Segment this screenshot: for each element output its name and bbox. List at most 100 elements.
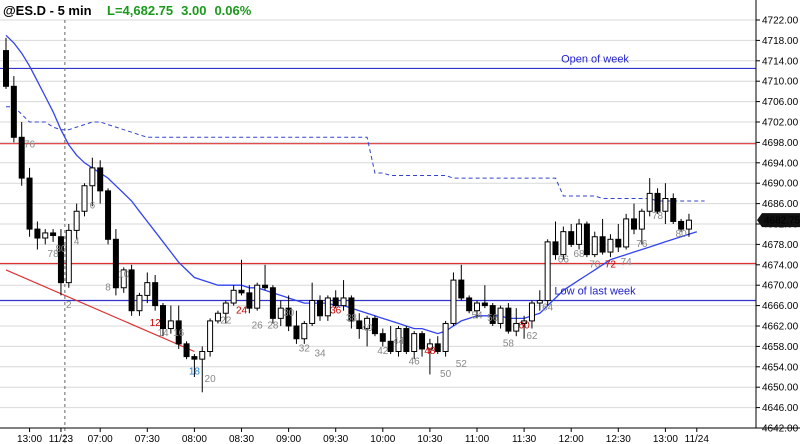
candle bbox=[269, 285, 276, 324]
candle-body-up bbox=[521, 320, 528, 324]
candle-body-down bbox=[112, 238, 119, 289]
candle-body-up bbox=[65, 229, 72, 284]
candle-body-down bbox=[105, 190, 112, 240]
candle bbox=[631, 203, 637, 235]
candle-body-up bbox=[411, 333, 418, 352]
candle bbox=[191, 354, 198, 377]
candle-body-up bbox=[560, 231, 567, 256]
candle bbox=[615, 224, 622, 253]
candle bbox=[379, 328, 386, 347]
price-axis: 4642.00 4646.00 4650.00 4654.00 4658.00 4662.… bbox=[755, 0, 799, 435]
candle bbox=[285, 295, 292, 332]
candle-body-up bbox=[214, 312, 221, 322]
x-tick-label: 11/24 bbox=[685, 434, 710, 444]
candle-body-down bbox=[191, 356, 198, 360]
candle-body-down bbox=[97, 167, 104, 192]
candle-body-up bbox=[230, 289, 237, 304]
candle-body-up bbox=[591, 236, 598, 256]
bar-label: 44 bbox=[393, 336, 405, 347]
candle-body-up bbox=[207, 320, 214, 352]
candle bbox=[97, 160, 104, 204]
candle bbox=[81, 183, 88, 217]
candle-body-down bbox=[615, 238, 622, 248]
candle-body-up bbox=[81, 185, 88, 212]
candle-body-down bbox=[654, 192, 661, 212]
bar-label: 66 bbox=[558, 254, 570, 265]
candle bbox=[340, 280, 347, 311]
candle-body-down bbox=[285, 307, 292, 327]
candle-body-up bbox=[662, 198, 669, 212]
candle bbox=[128, 264, 135, 316]
y-tick-label: 4714.00 bbox=[762, 56, 799, 67]
candle-body-down bbox=[175, 320, 182, 345]
candle-body-down bbox=[678, 220, 685, 230]
candle-body-down bbox=[434, 343, 441, 353]
bar-label: 6 bbox=[90, 201, 96, 212]
candle bbox=[474, 300, 480, 319]
x-tick-label: 13:00 bbox=[17, 434, 42, 444]
candle-body-down bbox=[246, 292, 253, 309]
candle-body-up bbox=[685, 219, 692, 230]
candle bbox=[89, 157, 96, 207]
bar-label: 22 bbox=[220, 315, 232, 326]
bar-label: 12 bbox=[150, 318, 162, 329]
candle bbox=[434, 336, 441, 355]
candle bbox=[419, 331, 426, 357]
trendline bbox=[5, 269, 195, 353]
candle bbox=[57, 229, 64, 296]
bar-label: 60 bbox=[519, 321, 531, 332]
candle-body-up bbox=[73, 210, 80, 231]
x-tick-label: 13:00 bbox=[653, 434, 678, 444]
level-label: Open of week bbox=[561, 53, 629, 65]
y-tick-label: 4666.00 bbox=[762, 301, 799, 312]
bar-label: 80 bbox=[55, 244, 67, 255]
candle-body-up bbox=[42, 232, 49, 239]
x-tick-label: 11:00 bbox=[465, 434, 490, 444]
title-separator: - bbox=[46, 3, 58, 18]
candle-body-down bbox=[128, 269, 135, 312]
candle-body-up bbox=[474, 302, 480, 312]
x-tick-label: 07:00 bbox=[88, 434, 113, 444]
candle-body-down bbox=[356, 320, 363, 330]
candle-body-down bbox=[466, 297, 473, 312]
y-tick-label: 4718.00 bbox=[762, 36, 799, 47]
bar-label: 70 bbox=[589, 259, 601, 270]
candle bbox=[528, 300, 535, 329]
candle bbox=[332, 290, 339, 309]
y-tick-label: 4702.00 bbox=[762, 118, 799, 129]
candle bbox=[222, 300, 229, 324]
candle bbox=[26, 167, 33, 237]
dashed-average-line bbox=[6, 106, 705, 202]
candle bbox=[65, 224, 72, 288]
candle bbox=[450, 272, 457, 326]
bar-label: 72 bbox=[605, 259, 617, 270]
candle-body-down bbox=[26, 177, 33, 230]
candle bbox=[481, 285, 488, 309]
x-tick-label: 09:30 bbox=[323, 434, 348, 444]
y-tick-label: 4662.00 bbox=[762, 322, 799, 333]
candle bbox=[254, 282, 261, 311]
candle bbox=[489, 303, 496, 326]
bar-label: 58 bbox=[503, 338, 515, 349]
bar-label: 28 bbox=[267, 321, 279, 332]
candle bbox=[568, 224, 575, 247]
candle bbox=[105, 188, 112, 245]
trendline-segment bbox=[5, 269, 195, 353]
candle-body-up bbox=[309, 300, 316, 324]
candle-body-up bbox=[301, 322, 308, 340]
candle bbox=[309, 282, 316, 326]
candle bbox=[560, 226, 567, 260]
candle bbox=[238, 259, 245, 296]
bar-label: 76 bbox=[636, 239, 648, 250]
bar-label: 42 bbox=[377, 346, 389, 357]
candle bbox=[262, 264, 269, 291]
x-tick-label: 12:00 bbox=[559, 434, 584, 444]
candle-body-up bbox=[254, 284, 261, 309]
last-price-tag-bg bbox=[757, 213, 800, 228]
bar-label: 4 bbox=[74, 236, 80, 247]
candle bbox=[662, 183, 669, 224]
x-tick-label: 08:30 bbox=[229, 434, 254, 444]
candle-body-up bbox=[364, 317, 371, 330]
candle-body-down bbox=[10, 85, 17, 138]
y-tick-label: 4678.00 bbox=[762, 240, 799, 251]
